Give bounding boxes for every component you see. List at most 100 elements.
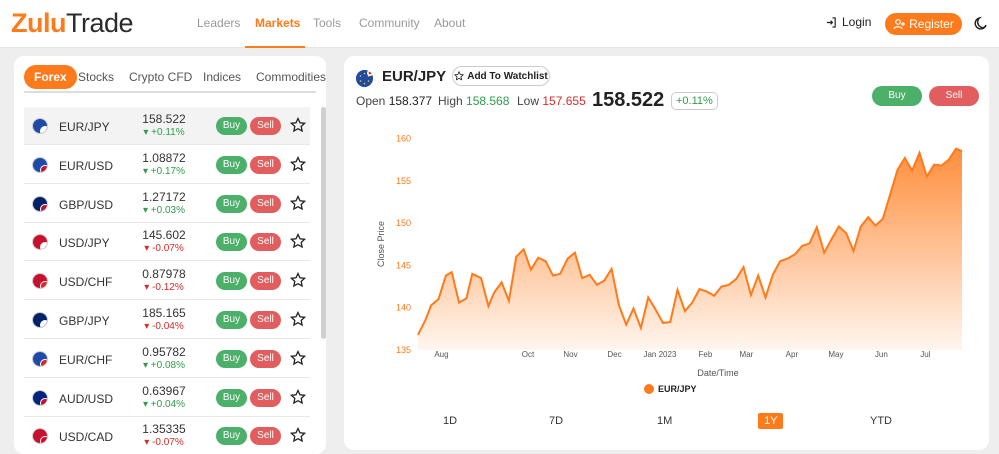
buy-button[interactable]: Buy: [216, 349, 247, 368]
pair-price: 185.165: [142, 306, 186, 320]
open-stat: Open 158.377: [356, 94, 432, 108]
currency-flag-icon: [32, 234, 48, 251]
caret-down-icon: ▾: [144, 437, 153, 449]
x-tick-label: Jul: [920, 350, 930, 359]
buy-button[interactable]: Buy: [216, 388, 247, 407]
price-line: [417, 147, 963, 336]
sell-button[interactable]: Sell: [250, 272, 281, 291]
currency-flag-icon: [32, 428, 48, 445]
nav-markets[interactable]: Markets: [255, 16, 301, 30]
tab-forex[interactable]: Forex: [24, 65, 77, 89]
login-icon: [826, 16, 836, 28]
x-tick-label: Jun: [875, 350, 888, 359]
sell-button[interactable]: Sell: [250, 117, 281, 135]
sell-button[interactable]: Sell: [250, 155, 281, 174]
add-to-watchlist-button[interactable]: Add To Watchlist: [452, 66, 550, 86]
pair-row[interactable]: USD/JPY 145.602 ▾ -0.07% Buy Sell: [24, 223, 310, 262]
star-icon[interactable]: [290, 155, 306, 172]
register-button[interactable]: Register: [885, 13, 962, 35]
pair-change-value: -0.07%: [152, 243, 184, 255]
open-value: 158.377: [388, 94, 433, 108]
chart-legend[interactable]: EUR/JPY: [644, 384, 697, 394]
pair-change-value: -0.04%: [152, 321, 184, 332]
add-user-icon: [893, 18, 906, 29]
currency-flag-icon: [32, 118, 48, 134]
star-icon[interactable]: [290, 388, 306, 405]
buy-button[interactable]: Buy: [216, 194, 247, 213]
dark-mode-icon[interactable]: [973, 15, 989, 31]
tab-crypto-cfd[interactable]: Crypto CFD: [129, 70, 193, 84]
currency-flag-icon: [32, 389, 48, 406]
buy-button[interactable]: Buy: [216, 155, 247, 174]
pair-row[interactable]: GBP/JPY 185.165 ▾ -0.04% Buy Sell: [24, 301, 310, 339]
buy-button[interactable]: Buy: [216, 272, 247, 291]
range-7d[interactable]: 7D: [549, 415, 564, 427]
x-tick-label: Aug: [434, 350, 448, 359]
tab-indices[interactable]: Indices: [203, 70, 242, 84]
nav-about[interactable]: About: [434, 16, 466, 30]
zulutrade-logo[interactable]: ZuluTrade: [11, 8, 134, 39]
pair-row[interactable]: GBP/USD 1.27172 ▾ +0.03% Buy Sell: [24, 185, 310, 223]
pair-row[interactable]: USD/CHF 0.87978 ▾ -0.12% Buy Sell: [24, 262, 310, 301]
range-1d[interactable]: 1D: [443, 415, 458, 427]
current-price: 158.522: [592, 89, 665, 111]
star-icon[interactable]: [290, 311, 306, 327]
buy-button[interactable]: Buy: [216, 311, 247, 329]
nav-community[interactable]: Community: [359, 16, 420, 30]
range-1m[interactable]: 1M: [657, 415, 673, 427]
pair-change-value: +0.11%: [151, 127, 185, 138]
open-label: Open: [356, 94, 386, 108]
pair-change-value: +0.17%: [150, 165, 185, 177]
star-icon[interactable]: [290, 233, 306, 249]
pair-row[interactable]: EUR/JPY 158.522 ▾ +0.11% Buy Sell: [24, 107, 310, 145]
high-label: High: [438, 94, 463, 108]
x-tick-label: Feb: [698, 350, 712, 359]
buy-button[interactable]: Buy: [216, 427, 247, 446]
price-area: [418, 148, 962, 350]
pair-change: ▾ -0.07%: [134, 437, 194, 448]
sell-button[interactable]: Sell: [250, 349, 281, 368]
x-tick-label: Oct: [522, 350, 535, 359]
buy-button[interactable]: Buy: [216, 233, 247, 252]
currency-flag-icon: [32, 312, 48, 328]
star-icon[interactable]: [290, 427, 306, 443]
caret-down-icon: ▾: [144, 243, 153, 255]
pair-row[interactable]: AUD/USD 0.63967 ▾ +0.04% Buy Sell: [24, 379, 310, 417]
caret-up-icon: ▾: [142, 204, 151, 216]
active-nav-indicator: [245, 46, 305, 48]
sell-button[interactable]: Sell: [250, 233, 281, 252]
sell-button[interactable]: Sell: [250, 427, 281, 446]
register-label: Register: [909, 17, 954, 31]
sell-button[interactable]: Sell: [250, 388, 281, 407]
star-icon[interactable]: [290, 117, 306, 133]
star-icon[interactable]: [290, 194, 306, 211]
pair-row[interactable]: USD/CAD 1.35335 ▾ -0.07% Buy Sell: [24, 417, 310, 454]
buy-button[interactable]: Buy: [216, 117, 247, 135]
buy-button[interactable]: Buy: [872, 86, 922, 106]
price-chart[interactable]: 135 140 145 150 155 160 Aug Oct Nov Dec Jan 2023 F…: [358, 126, 978, 381]
currency-flag-icon: [32, 350, 48, 367]
sell-button[interactable]: Sell: [250, 311, 281, 329]
pair-row[interactable]: EUR/USD 1.08872 ▾ +0.17% Buy Sell: [24, 146, 310, 184]
x-axis-label: Date/Time: [697, 368, 738, 378]
star-icon[interactable]: [290, 349, 306, 366]
nav-leaders[interactable]: Leaders: [197, 16, 241, 30]
sell-button[interactable]: Sell: [929, 86, 979, 106]
range-1y[interactable]: 1Y: [758, 413, 784, 429]
pair-symbol: GBP/USD: [59, 197, 114, 212]
top-navbar: ZuluTrade Leaders Markets Tools Communit…: [0, 0, 999, 48]
sell-button[interactable]: Sell: [250, 194, 281, 213]
range-ytd[interactable]: YTD: [870, 415, 892, 427]
pair-symbol: AUD/USD: [59, 391, 114, 406]
pair-row[interactable]: EUR/CHF 0.95782 ▾ +0.08% Buy Sell: [24, 340, 310, 378]
tab-commodities[interactable]: Commodities: [256, 70, 326, 84]
star-icon[interactable]: [290, 272, 306, 288]
nav-tools[interactable]: Tools: [313, 16, 342, 30]
pair-change: ▾ +0.08%: [134, 360, 194, 371]
list-scrollbar[interactable]: [321, 107, 326, 339]
pair-change-value: -0.12%: [152, 282, 184, 294]
tab-stocks[interactable]: Stocks: [78, 70, 115, 84]
pair-title: EUR/JPY: [382, 68, 447, 85]
login-button[interactable]: Login: [826, 15, 871, 29]
x-tick-label: May: [828, 350, 843, 359]
